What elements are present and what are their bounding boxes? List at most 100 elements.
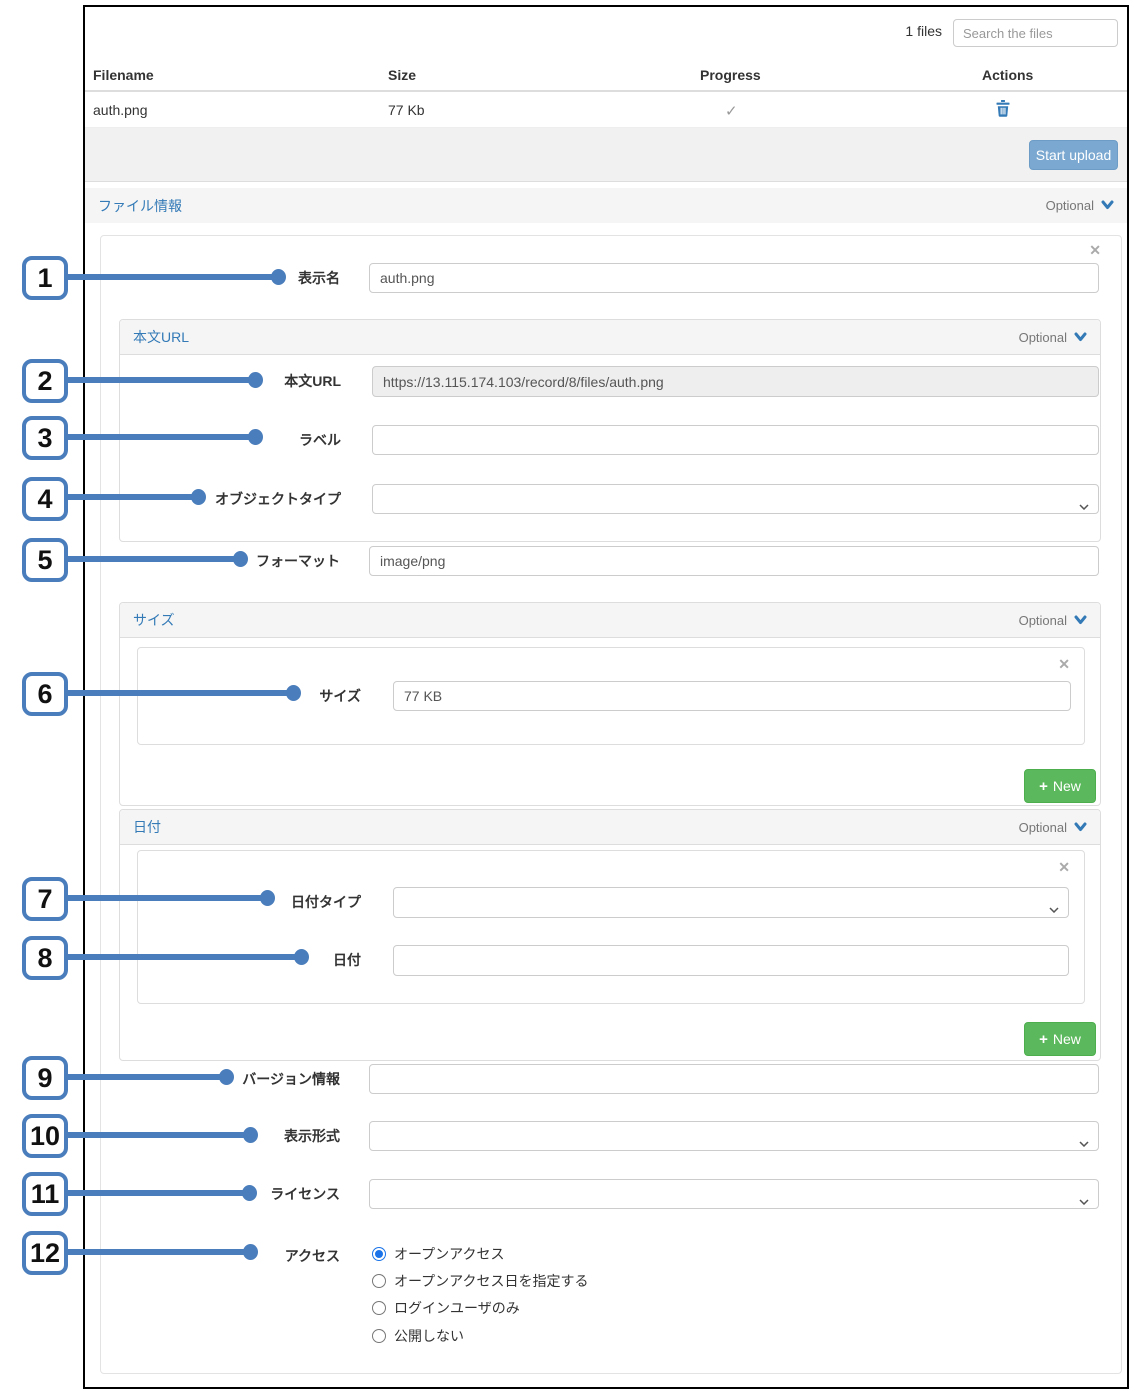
version-label: バージョン情報 [242,1071,340,1087]
col-actions: Actions [982,67,1034,83]
date-item-panel: ✕ 日付タイプ 日付 [137,850,1085,1004]
url-input [372,366,1099,397]
file-upload-widget: 1 files Filename Size Progress Actions a… [83,5,1129,1389]
file-size-cell: 77 Kb [388,102,425,118]
plus-icon: + [1039,777,1048,795]
annotation-dot [260,890,275,906]
url-section-header: 本文URL Optional [120,320,1100,355]
add-date-button[interactable]: + New [1024,1022,1096,1056]
access-option-label: オープンアクセス [394,1246,505,1262]
add-size-button[interactable]: + New [1024,769,1096,803]
chevron-down-icon [1074,820,1087,835]
col-filename: Filename [93,67,154,83]
annotation-dot [233,551,248,567]
file-info-header: ファイル情報 Optional [85,188,1127,223]
date-section-title: 日付 [133,819,161,835]
display-name-label: 表示名 [298,270,340,286]
table-row: auth.png 77 Kb ✓ [85,92,1127,128]
url-label: 本文URL [284,373,341,389]
license-select[interactable] [369,1179,1099,1209]
file-metadata-panel: ✕ 表示名 本文URL Optional 本文URL ラベル [100,235,1122,1374]
annotation-box-10: 10 [22,1114,68,1158]
date-type-select[interactable] [393,887,1069,918]
access-option-label: ログインユーザのみ [394,1300,520,1316]
size-optional-toggle[interactable]: Optional [1019,613,1087,628]
files-count: 1 files [905,23,942,39]
object-type-select[interactable] [372,484,1099,514]
remove-size-button[interactable]: ✕ [1058,656,1070,672]
display-format-select[interactable] [369,1121,1099,1151]
size-input[interactable] [393,681,1071,711]
annotation-dot [248,429,263,445]
remove-item-button[interactable]: ✕ [1089,242,1101,258]
annotation-box-3: 3 [22,416,68,460]
annotation-box-11: 11 [22,1172,68,1216]
annotation-box-8: 8 [22,936,68,980]
display-format-label: 表示形式 [284,1128,340,1144]
url-section: 本文URL Optional 本文URL ラベル オブジェクトタイプ [119,319,1101,542]
trash-icon [996,100,1010,120]
file-name-cell: auth.png [93,102,148,118]
label-input[interactable] [372,425,1099,455]
date-input[interactable] [393,945,1069,976]
annotation-box-2: 2 [22,359,68,403]
annotation-line [64,954,303,960]
display-name-input[interactable] [369,263,1099,293]
annotation-line [64,1249,252,1255]
access-radio-open[interactable] [372,1247,386,1261]
access-radio-login-only[interactable] [372,1301,386,1315]
progress-check-icon: ✓ [725,103,738,120]
optional-toggle[interactable]: Optional [1046,198,1114,213]
remove-date-button[interactable]: ✕ [1058,859,1070,875]
annotation-dot [219,1069,234,1085]
annotation-line [64,494,200,500]
plus-icon: + [1039,1030,1048,1048]
annotation-dot [294,949,309,965]
chevron-down-icon [1101,198,1114,213]
annotation-box-7: 7 [22,877,68,921]
annotation-box-12: 12 [22,1231,68,1275]
date-optional-toggle[interactable]: Optional [1019,820,1087,835]
col-size: Size [388,67,417,83]
annotation-box-1: 1 [22,256,68,300]
select-caret-icon [1079,497,1089,515]
date-label: 日付 [333,952,361,968]
annotation-dot [286,685,301,701]
start-upload-button[interactable]: Start upload [1029,140,1118,170]
select-caret-icon [1079,1134,1089,1152]
url-optional-toggle[interactable]: Optional [1019,330,1087,345]
annotation-line [64,1132,252,1138]
format-label: フォーマット [256,553,340,569]
annotation-dot [271,269,286,285]
new-button-label: New [1052,778,1081,794]
file-info-title: ファイル情報 [98,197,182,214]
annotation-dot [242,1185,257,1201]
access-label: アクセス [284,1248,340,1264]
annotation-dot [191,489,206,505]
file-search-input[interactable] [953,19,1118,47]
col-progress: Progress [700,67,761,83]
chevron-down-icon [1074,613,1087,628]
date-section-header: 日付 Optional [120,810,1100,845]
optional-label: Optional [1018,819,1067,835]
size-section-title: サイズ [133,612,175,628]
annotation-line [64,895,269,901]
delete-file-button[interactable] [993,100,1013,120]
version-input[interactable] [369,1064,1099,1094]
format-input[interactable] [369,546,1099,576]
chevron-down-icon [1074,330,1087,345]
annotation-line [64,690,295,696]
object-type-label: オブジェクトタイプ [215,491,341,507]
annotation-line [64,377,257,383]
annotation-dot [243,1127,258,1143]
optional-label: Optional [1018,612,1067,628]
size-section-header: サイズ Optional [120,603,1100,638]
annotation-dot [243,1244,258,1260]
uploader-footer: Start upload [85,128,1127,182]
optional-label: Optional [1045,198,1094,213]
annotation-line [64,434,257,440]
access-radio-embargo[interactable] [372,1274,386,1288]
annotation-line [64,274,280,280]
access-radio-private[interactable] [372,1329,386,1343]
annotation-dot [248,372,263,388]
